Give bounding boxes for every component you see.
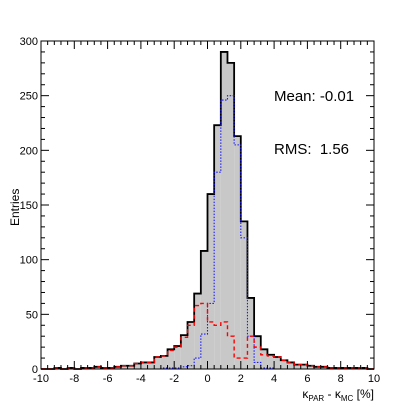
- histogram-bar: [120, 365, 128, 369]
- x-axis: -10 -8 -6 -4 -2 0 2 4 6 8 10: [33, 41, 380, 385]
- histogram-bar: [94, 366, 101, 369]
- x-tick-label: 10: [368, 373, 380, 385]
- x-tick-label: 4: [271, 373, 277, 385]
- histogram-bar: [240, 221, 248, 369]
- rms-label: RMS: 1.56: [274, 141, 349, 158]
- x-axis-title: κPAR - κMC [%]: [302, 387, 374, 403]
- histogram-bar: [260, 349, 268, 369]
- histogram-bar: [214, 125, 221, 369]
- histogram-bar: [147, 362, 155, 369]
- histogram-bar: [254, 336, 261, 369]
- y-tick-label: 50: [26, 309, 38, 321]
- y-axis-title: Entries: [8, 189, 22, 226]
- y-tick-label: 0: [32, 364, 38, 376]
- histogram-bars: [54, 51, 368, 369]
- y-tick-label: 100: [20, 255, 38, 267]
- x-tick-label: 6: [304, 373, 310, 385]
- histogram-bar: [200, 250, 208, 369]
- x-tick-label: 2: [238, 373, 244, 385]
- histogram-bar: [154, 356, 161, 369]
- histogram-bar: [180, 335, 188, 369]
- histogram-bar: [274, 356, 281, 369]
- histogram-bar: [267, 354, 275, 369]
- histogram-bar: [127, 365, 135, 369]
- histogram-bar: [160, 355, 168, 369]
- x-tick-label: 8: [338, 373, 344, 385]
- histogram-bar: [247, 297, 255, 369]
- histogram-bar: [207, 194, 215, 369]
- histogram-bar: [194, 293, 201, 369]
- y-tick-label: 150: [20, 200, 38, 212]
- x-tick-label: -10: [33, 373, 49, 385]
- x-tick-label: -6: [103, 373, 113, 385]
- red-dashed-line: [41, 302, 374, 370]
- y-axis: 0 50 100 150 200 250 300: [20, 36, 374, 376]
- histogram-bar: [174, 346, 181, 369]
- x-tick-label: -2: [169, 373, 179, 385]
- histogram-bar: [187, 321, 195, 369]
- histogram-bar: [114, 366, 121, 369]
- x-tick-label: 0: [204, 373, 210, 385]
- histogram-bar: [294, 364, 301, 369]
- histogram-bar: [234, 136, 241, 369]
- histogram-bar: [280, 360, 288, 369]
- red-dashed-histogram: [41, 302, 374, 370]
- histogram-bar: [320, 366, 328, 369]
- histogram-bar: [167, 349, 175, 369]
- mean-label: Mean: -0.01: [274, 88, 354, 105]
- histogram-bar: [140, 362, 148, 369]
- histogram-bar: [314, 366, 321, 369]
- x-tick-label: -8: [69, 373, 79, 385]
- histogram-bar: [227, 62, 235, 369]
- y-tick-label: 300: [20, 36, 38, 48]
- histogram-bar: [300, 364, 308, 369]
- x-tick-label: -4: [136, 373, 146, 385]
- y-tick-label: 250: [20, 91, 38, 103]
- y-tick-label: 200: [20, 145, 38, 157]
- histogram-bar: [220, 51, 228, 369]
- histogram-bar: [134, 363, 141, 369]
- histogram-bar: [307, 365, 315, 369]
- histogram-bar: [287, 362, 295, 369]
